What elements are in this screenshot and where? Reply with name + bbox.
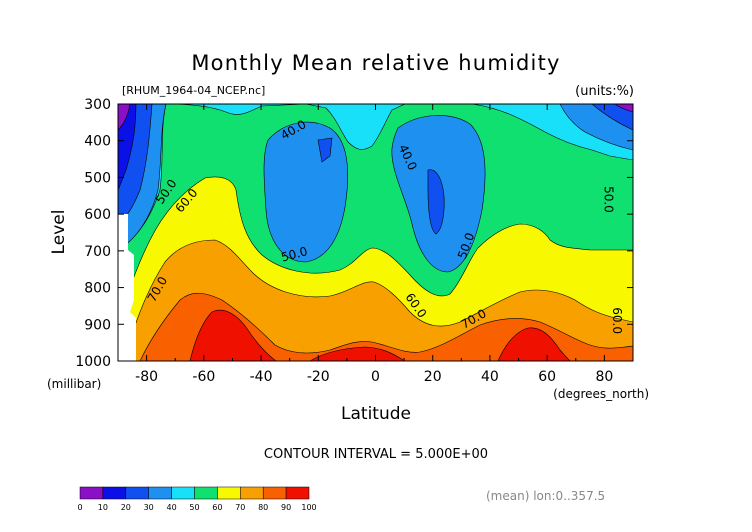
colorbar-swatch: [217, 486, 241, 500]
y-tick-label: 600: [84, 207, 111, 223]
x-tick-label: 60: [538, 369, 556, 385]
colorbar-tick-label: 40: [167, 503, 177, 512]
colorbar: 0 10 20 30 40 50 60 70 80 90 100: [77, 486, 317, 512]
colorbar-swatch: [125, 486, 149, 500]
x-axis: -80 -60 -40 -20 0 20 40 60 80: [117, 104, 634, 385]
fill-band-right-top-3: [614, 104, 633, 113]
colorbar-tick-label: 20: [121, 503, 131, 512]
colorbar-swatch: [240, 486, 264, 500]
y-tick-label: 800: [84, 281, 111, 297]
colorbar-tick-label: 90: [281, 503, 291, 512]
colorbar-tick-label: 80: [258, 503, 268, 512]
fill-band-left-top-3: [118, 104, 137, 191]
x-tick-label: 40: [481, 369, 499, 385]
x-axis-label: Latitude: [341, 404, 411, 424]
contour-fill-layer: [118, 104, 633, 361]
units-label: (units:%): [575, 84, 634, 99]
y-tick-label: 400: [84, 134, 111, 150]
contour-interval-text: CONTOUR INTERVAL = 5.000E+00: [264, 447, 488, 462]
fill-band-right-top-2: [591, 104, 633, 131]
y-axis-label: Level: [49, 210, 69, 255]
colorbar-swatch: [285, 486, 310, 500]
x-axis-units: (degrees_north): [553, 387, 649, 401]
colorbar-tick-label: 10: [98, 503, 108, 512]
contour-label: 50.0: [280, 244, 309, 264]
x-tick-label: -80: [135, 369, 158, 385]
colorbar-tick-label: 100: [301, 503, 316, 512]
x-tick-label: -60: [192, 369, 215, 385]
colorbar-swatch: [79, 486, 104, 500]
y-tick-label: 300: [84, 97, 111, 113]
fill-band-20-30: [263, 115, 486, 273]
x-tick-label: 80: [595, 369, 613, 385]
x-tick-label: -20: [307, 369, 330, 385]
contour-label: 60.0: [610, 307, 624, 334]
colorbar-swatch: [148, 486, 172, 500]
y-tick-label: 900: [84, 317, 111, 333]
colorbar-tick-label: 0: [77, 503, 82, 512]
contour-label: 50.0: [601, 186, 615, 213]
file-label: [RHUM_1964-04_NCEP.nc]: [122, 84, 265, 97]
colorbar-swatch: [194, 486, 218, 500]
x-tick-label: 20: [424, 369, 442, 385]
y-tick-label: 500: [84, 170, 111, 186]
colorbar-tick-label: 70: [235, 503, 245, 512]
chart-title: Monthly Mean relative humidity: [191, 51, 560, 75]
y-tick-label: 1000: [75, 354, 111, 370]
colorbar-swatch: [171, 486, 195, 500]
colorbar-tick-label: 60: [212, 503, 222, 512]
mean-text: (mean) lon:0..357.5: [486, 489, 605, 503]
x-tick-label: 0: [371, 369, 380, 385]
fill-band-10-20: [317, 137, 445, 235]
y-axis: 300 400 500 600 700 800 900 1000: [75, 97, 633, 370]
plot-area: 40.040.050.060.050.0 50.050.070.060.0 70.0…: [117, 103, 634, 362]
y-axis-units: (millibar): [47, 377, 101, 391]
x-tick-label: -40: [250, 369, 273, 385]
colorbar-swatch: [102, 486, 127, 500]
fill-band-80-90: [189, 309, 571, 361]
colorbar-tick-label: 50: [189, 503, 199, 512]
y-tick-label: 700: [84, 244, 111, 260]
colorbar-swatch: [262, 486, 287, 500]
colorbar-tick-label: 30: [144, 503, 154, 512]
